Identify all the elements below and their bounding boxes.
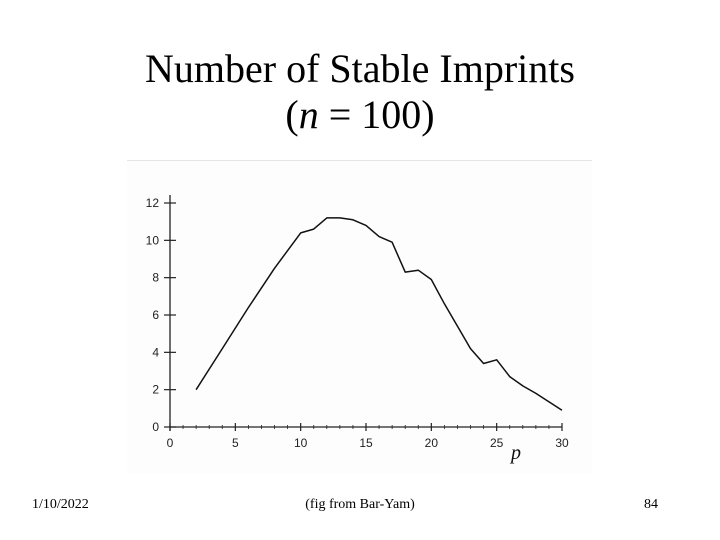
- line-chart: 0 5 10 15 20 25 30 0 2 4 6 8 10 12 p: [146, 195, 569, 464]
- chart-ticks: 0 5 10 15 20 25 30 0 2 4 6 8 10 12: [146, 196, 569, 450]
- slide-date: 1/10/2022: [32, 497, 89, 512]
- title-paren-open: (: [285, 92, 299, 137]
- title-variable-n: n: [298, 92, 319, 137]
- page-number: 84: [644, 497, 658, 512]
- x-tick-label: 15: [359, 436, 373, 450]
- slide-title: Number of Stable Imprints (n = 100): [0, 46, 720, 138]
- chart-axes: [169, 195, 562, 431]
- x-tick-label: 30: [555, 436, 569, 450]
- x-tick-label: 0: [167, 436, 174, 450]
- y-tick-label: 2: [152, 383, 159, 397]
- x-tick-label: 20: [425, 436, 439, 450]
- x-axis-label: p: [509, 442, 521, 464]
- title-line-1: Number of Stable Imprints: [145, 46, 575, 91]
- data-line-series-1: [195, 217, 563, 411]
- chart-series: [195, 217, 563, 411]
- x-tick-label: 5: [232, 436, 239, 450]
- figure-source: (fig from Bar-Yam): [305, 497, 415, 512]
- y-tick-label: 4: [152, 345, 159, 359]
- chart-figure: 0 5 10 15 20 25 30 0 2 4 6 8 10 12 p: [127, 160, 592, 473]
- x-tick-label: 10: [294, 436, 308, 450]
- title-line-2: (n = 100): [0, 92, 720, 138]
- x-tick-label: 25: [490, 436, 504, 450]
- y-tick-label: 8: [152, 271, 159, 285]
- y-tick-label: 12: [146, 196, 160, 210]
- y-tick-label: 10: [146, 233, 160, 247]
- title-equals-value: = 100): [318, 92, 435, 137]
- y-tick-label: 6: [152, 308, 159, 322]
- y-tick-label: 0: [152, 420, 159, 434]
